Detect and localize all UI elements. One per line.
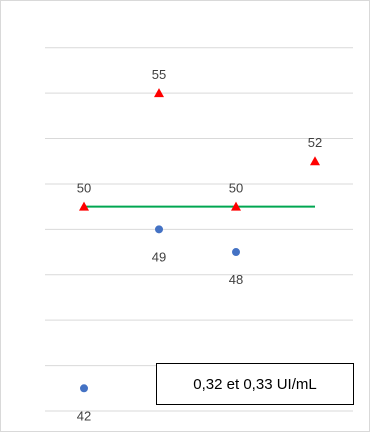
data-label: 48 bbox=[229, 272, 243, 287]
data-label: 55 bbox=[152, 67, 166, 82]
data-label: 50 bbox=[77, 181, 91, 196]
triangle-marker bbox=[154, 88, 164, 98]
annotation-text: 0,32 et 0,33 UI/mL bbox=[193, 375, 317, 393]
triangle-marker bbox=[310, 156, 320, 166]
annotation-box: 0,32 et 0,33 UI/mL bbox=[156, 363, 354, 405]
data-label: 49 bbox=[152, 249, 166, 264]
data-label: 52 bbox=[308, 135, 322, 150]
circle-marker bbox=[80, 384, 88, 393]
circle-marker bbox=[232, 248, 240, 257]
data-label: 50 bbox=[229, 181, 243, 196]
circle-marker bbox=[155, 225, 163, 234]
data-label: 42 bbox=[77, 408, 91, 423]
triangle-marker bbox=[231, 201, 241, 211]
triangle-marker bbox=[79, 201, 89, 211]
